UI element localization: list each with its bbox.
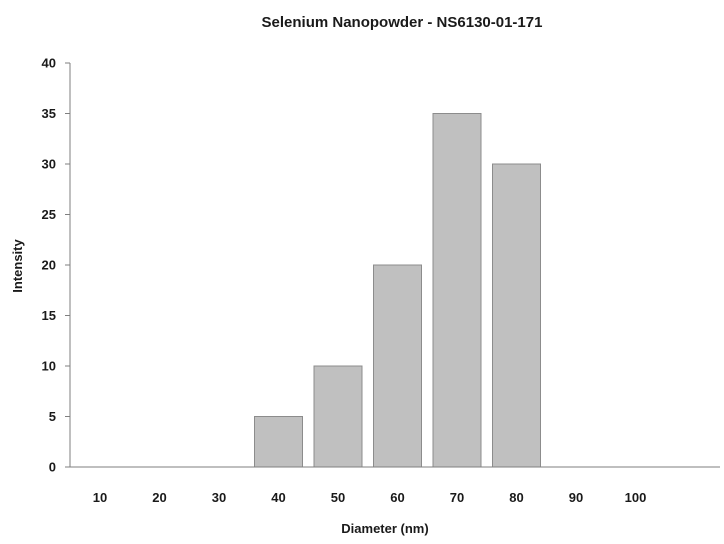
y-tick-label: 30 <box>42 157 56 172</box>
x-axis-ticks: 10 20 30 40 50 60 70 80 90 100 <box>93 490 647 505</box>
x-tick-label: 70 <box>450 490 464 505</box>
bar <box>432 113 482 468</box>
x-tick-label: 20 <box>152 490 166 505</box>
chart-title: Selenium Nanopowder - NS6130-01-171 <box>262 14 543 31</box>
bar <box>313 365 363 468</box>
y-tick-label: 5 <box>49 409 56 424</box>
bar <box>373 264 422 468</box>
bars <box>254 113 541 468</box>
y-tick-label: 0 <box>49 460 56 475</box>
y-tick-label: 35 <box>42 106 56 121</box>
y-tick-label: 40 <box>42 56 56 71</box>
bar <box>492 163 541 468</box>
x-tick-label: 80 <box>509 490 523 505</box>
bar <box>254 416 303 468</box>
y-tick-label: 25 <box>42 207 56 222</box>
y-tick-label: 20 <box>42 258 56 273</box>
x-tick-label: 60 <box>390 490 404 505</box>
y-axis-ticks: 0 5 10 15 20 25 30 35 40 <box>42 56 70 475</box>
x-tick-label: 90 <box>569 490 583 505</box>
y-tick-label: 10 <box>42 359 56 374</box>
x-axis-label: Diameter (nm) <box>341 521 428 536</box>
x-tick-label: 40 <box>271 490 285 505</box>
y-axis-label: Intensity <box>10 239 25 293</box>
x-tick-label: 10 <box>93 490 107 505</box>
y-tick-label: 15 <box>42 308 56 323</box>
x-tick-label: 30 <box>212 490 226 505</box>
x-tick-label: 100 <box>625 490 647 505</box>
x-tick-label: 50 <box>331 490 345 505</box>
